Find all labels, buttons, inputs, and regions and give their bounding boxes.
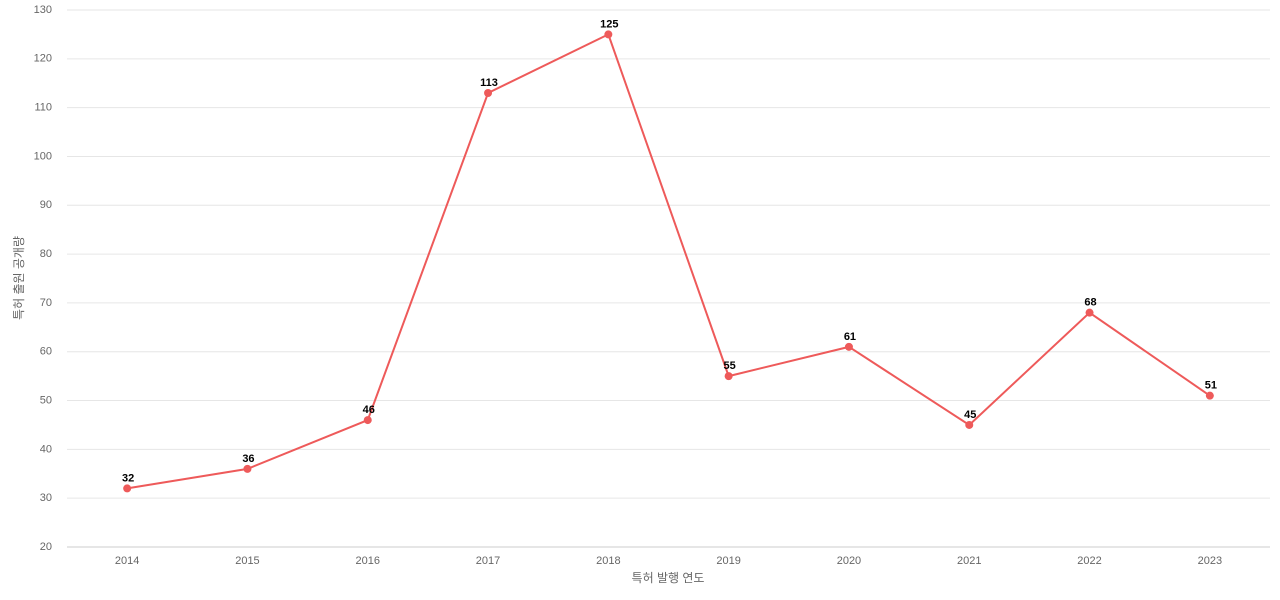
x-tick-label: 2014: [115, 555, 139, 567]
y-tick-label: 100: [34, 150, 52, 162]
x-tick-label: 2019: [716, 555, 740, 567]
y-tick-label: 20: [40, 541, 52, 553]
x-axis-label: 특허 발행 연도: [632, 570, 705, 585]
y-axis-label: 특허 출원 공개량: [12, 236, 26, 320]
y-tick-label: 90: [40, 199, 52, 211]
point: [123, 484, 132, 493]
line: [126, 33, 1211, 490]
value-label: 55: [724, 360, 736, 372]
y-tick-label: 40: [40, 443, 52, 455]
x-tick-label: 2016: [356, 555, 380, 567]
x-tick-label: 2022: [1077, 555, 1101, 567]
value-label: 46: [363, 404, 375, 416]
point: [243, 464, 252, 473]
point: [724, 372, 733, 381]
value-label: 51: [1205, 380, 1217, 392]
point: [1205, 391, 1214, 400]
value-label: 113: [480, 77, 498, 89]
x-tick-label: 2020: [837, 555, 861, 567]
value-label: 61: [844, 331, 856, 343]
y-tick-label: 80: [40, 248, 52, 260]
y-tick-label: 110: [34, 102, 52, 114]
y-tick-label: 70: [40, 297, 52, 309]
y-tick-label: 50: [40, 394, 52, 406]
x-tick-label: 2023: [1198, 555, 1222, 567]
value-label: 68: [1084, 297, 1096, 309]
point: [484, 88, 493, 97]
value-label: 36: [242, 453, 254, 465]
y-tick-label: 30: [40, 492, 52, 504]
y-tick-label: 120: [34, 53, 52, 65]
point: [844, 342, 853, 351]
x-tick-label: 2015: [235, 555, 259, 567]
point: [965, 420, 974, 429]
value-label: 32: [122, 472, 134, 484]
y-tick-label: 60: [40, 346, 52, 358]
point: [1085, 308, 1094, 317]
point: [363, 416, 372, 425]
y-tick-label: 130: [34, 4, 52, 16]
x-tick-label: 2018: [596, 555, 620, 567]
x-tick-label: 2017: [476, 555, 500, 567]
value-label: 45: [964, 409, 976, 421]
point: [604, 30, 613, 39]
x-tick-label: 2021: [957, 555, 981, 567]
value-label: 125: [600, 18, 618, 30]
